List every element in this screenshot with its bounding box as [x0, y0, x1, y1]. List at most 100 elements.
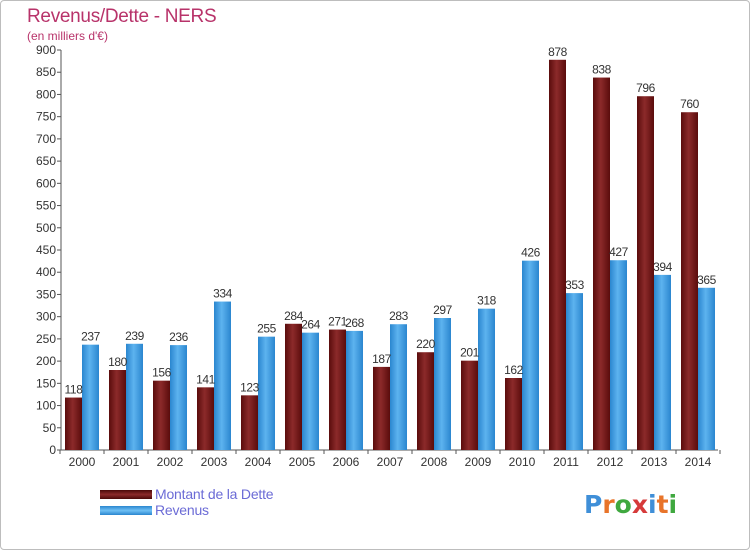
y-tick-label: 750 [36, 110, 56, 124]
x-tick-label: 2002 [157, 455, 184, 469]
data-label-debt: 760 [680, 97, 700, 111]
logo-letter: r [602, 490, 615, 519]
bar-debt [109, 370, 126, 450]
data-label-revenue: 283 [389, 309, 409, 323]
bar-revenue [170, 345, 187, 450]
chart-title: Revenus/Dette - NERS [27, 6, 217, 27]
bar-debt [65, 397, 82, 450]
bar-revenue [698, 287, 715, 450]
legend-swatch-revenue [100, 506, 152, 515]
data-label-revenue: 268 [345, 316, 365, 330]
data-label-revenue: 236 [169, 330, 189, 344]
data-label-debt: 201 [460, 346, 480, 360]
bar-revenue [126, 343, 143, 450]
bar-revenue [654, 274, 671, 450]
bar-revenue [522, 260, 539, 450]
logo-letter: P [584, 490, 603, 519]
data-label-debt: 284 [284, 309, 304, 323]
bar-revenue [258, 336, 275, 450]
y-tick-label: 850 [36, 65, 56, 79]
logo-letter: t [656, 490, 669, 519]
bar-revenue [566, 293, 583, 450]
bar-debt [197, 387, 214, 450]
y-tick-label: 0 [49, 443, 56, 457]
x-tick-label: 2004 [245, 455, 272, 469]
y-tick-label: 50 [43, 421, 57, 435]
data-label-revenue: 297 [433, 303, 453, 317]
data-label-revenue: 264 [301, 318, 321, 332]
y-tick-label: 400 [36, 265, 56, 279]
bar-debt [329, 329, 346, 450]
logo-letter: i [648, 490, 657, 519]
x-tick-label: 2013 [641, 455, 668, 469]
x-tick-label: 2005 [289, 455, 316, 469]
y-tick-label: 350 [36, 287, 56, 301]
bar-revenue [478, 308, 495, 450]
data-label-debt: 220 [416, 337, 436, 351]
logo-letter: x [631, 490, 648, 519]
bar-revenue [610, 260, 627, 450]
data-label-debt: 187 [372, 352, 392, 366]
data-label-debt: 271 [328, 315, 348, 329]
legend-label-debt: Montant de la Dette [155, 486, 274, 502]
x-tick-label: 2014 [685, 455, 712, 469]
bar-revenue [302, 332, 319, 450]
bar-revenue [346, 330, 363, 450]
y-tick-label: 200 [36, 354, 56, 368]
bar-debt [681, 112, 698, 450]
y-tick-label: 900 [36, 43, 56, 57]
x-tick-label: 2010 [509, 455, 536, 469]
chart-subtitle: (en milliers d'€) [27, 29, 108, 43]
bar-debt [461, 360, 478, 450]
y-tick-label: 150 [36, 376, 56, 390]
bar-revenue [390, 324, 407, 450]
data-label-revenue: 239 [125, 329, 145, 343]
x-tick-label: 2007 [377, 455, 404, 469]
y-tick-label: 550 [36, 199, 56, 213]
data-label-debt: 118 [65, 383, 84, 397]
bar-debt [241, 395, 258, 450]
x-tick-label: 2006 [333, 455, 360, 469]
y-tick-label: 650 [36, 154, 56, 168]
y-tick-label: 250 [36, 332, 56, 346]
bar-debt [153, 380, 170, 450]
data-label-debt: 123 [240, 380, 260, 394]
data-label-revenue: 365 [697, 273, 717, 287]
x-tick-label: 2012 [597, 455, 624, 469]
y-tick-label: 600 [36, 176, 56, 190]
data-label-debt: 796 [636, 81, 656, 95]
y-tick-label: 300 [36, 310, 56, 324]
x-tick-label: 2008 [421, 455, 448, 469]
legend-swatch-debt [100, 490, 152, 499]
bar-debt [417, 352, 434, 450]
data-label-debt: 156 [152, 366, 172, 380]
data-label-debt: 180 [108, 355, 128, 369]
data-label-debt: 141 [196, 372, 216, 386]
data-label-revenue: 427 [609, 245, 629, 259]
bar-debt [373, 366, 390, 450]
data-label-revenue: 318 [477, 294, 497, 308]
y-tick-label: 700 [36, 132, 56, 146]
data-label-revenue: 334 [213, 287, 233, 301]
bar-debt [637, 96, 654, 450]
bar-debt [505, 378, 522, 450]
data-label-debt: 162 [504, 363, 524, 377]
bar-debt [593, 77, 610, 451]
x-tick-label: 2003 [201, 455, 228, 469]
x-tick-label: 2001 [113, 455, 140, 469]
bar-revenue [82, 344, 99, 450]
y-tick-label: 100 [36, 399, 56, 413]
y-tick-label: 450 [36, 243, 56, 257]
legend-label-revenue: Revenus [155, 502, 209, 518]
data-label-revenue: 394 [653, 260, 673, 274]
logo-letter: o [614, 490, 632, 519]
y-tick-label: 500 [36, 221, 56, 235]
x-tick-label: 2000 [69, 455, 96, 469]
x-tick-label: 2011 [553, 455, 579, 469]
data-label-revenue: 255 [257, 322, 277, 336]
data-label-revenue: 353 [565, 278, 585, 292]
bar-debt [549, 59, 566, 451]
data-label-debt: 838 [592, 63, 612, 77]
y-tick-label: 800 [36, 87, 56, 101]
